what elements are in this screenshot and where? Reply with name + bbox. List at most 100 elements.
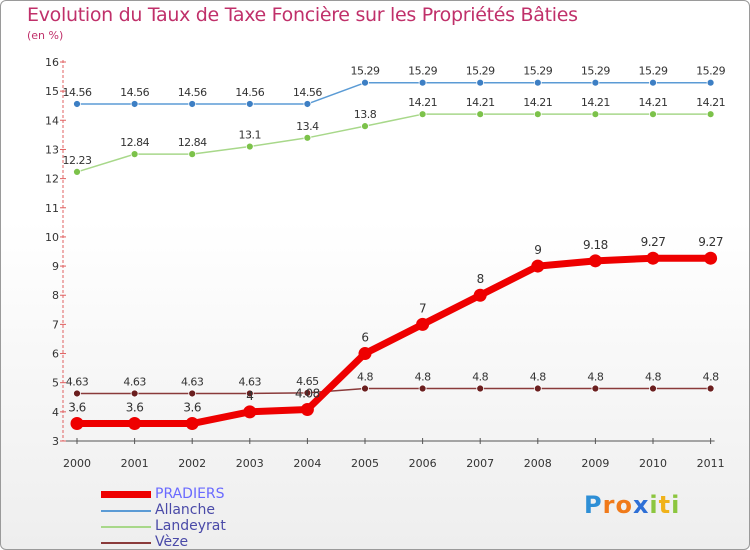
data-label: 15.29 bbox=[639, 65, 668, 78]
data-label: 4.8 bbox=[415, 371, 431, 384]
x-tick-label: 2001 bbox=[121, 457, 149, 470]
data-label: 9.27 bbox=[698, 235, 723, 249]
data-label: 4.8 bbox=[645, 371, 661, 384]
point-vèze bbox=[591, 384, 600, 393]
data-label: 15.29 bbox=[351, 65, 380, 78]
chart-subtitle: (en %) bbox=[27, 29, 64, 42]
point-vèze bbox=[130, 389, 139, 398]
point-pradiers bbox=[704, 251, 718, 265]
point-landeyrat bbox=[591, 110, 600, 119]
legend-label: Allanche bbox=[155, 502, 215, 518]
data-label: 7 bbox=[419, 301, 426, 315]
series-line-pradiers bbox=[77, 254, 711, 428]
legend-item: Landeyrat bbox=[101, 518, 301, 535]
data-label: 15.29 bbox=[581, 65, 610, 78]
point-landeyrat bbox=[130, 150, 139, 159]
data-label: 6 bbox=[361, 331, 368, 345]
series-line-landeyrat bbox=[76, 113, 711, 173]
data-label: 3.6 bbox=[68, 401, 86, 415]
data-label: 4.08 bbox=[295, 387, 320, 401]
legend-swatch bbox=[101, 526, 151, 528]
data-label: 8 bbox=[477, 272, 484, 286]
x-tick-label: 2002 bbox=[178, 457, 206, 470]
data-label: 12.84 bbox=[178, 136, 207, 149]
data-label: 3.6 bbox=[126, 401, 144, 415]
legend-swatch bbox=[101, 542, 151, 544]
y-tick-label: 13 bbox=[45, 143, 59, 156]
point-pradiers bbox=[70, 417, 84, 431]
point-vèze bbox=[476, 384, 485, 393]
series-lines bbox=[70, 78, 718, 431]
legend-item: PRADIERS bbox=[101, 486, 301, 503]
data-label: 14.21 bbox=[523, 96, 552, 109]
series-line-allanche bbox=[77, 81, 711, 105]
point-vèze bbox=[188, 389, 197, 398]
data-label: 4.63 bbox=[66, 375, 89, 388]
logo-letter: P bbox=[584, 491, 603, 519]
data-labels: 14.56 14.56 14.56 14.56 14.56 15.29 15.29 15.29… bbox=[63, 65, 727, 415]
point-pradiers bbox=[531, 259, 545, 273]
y-tick-label: 11 bbox=[45, 202, 59, 215]
legend-label: Vèze bbox=[155, 534, 189, 550]
point-pradiers bbox=[588, 254, 602, 268]
data-label: 14.56 bbox=[235, 86, 264, 99]
point-pradiers bbox=[646, 251, 660, 265]
point-pradiers bbox=[300, 403, 314, 417]
logo-letter: i bbox=[671, 491, 681, 519]
point-vèze bbox=[73, 389, 81, 398]
chart-title: Evolution du Taux de Taxe Foncière sur l… bbox=[27, 4, 578, 26]
logo-letter: r bbox=[602, 491, 616, 519]
point-landeyrat bbox=[245, 142, 254, 151]
point-pradiers bbox=[473, 288, 487, 302]
data-label: 4.8 bbox=[357, 371, 373, 384]
point-allanche bbox=[73, 100, 81, 108]
data-label: 12.23 bbox=[63, 154, 92, 167]
data-label: 15.29 bbox=[408, 65, 437, 78]
data-label: 12.84 bbox=[120, 136, 149, 149]
data-label: 13.4 bbox=[296, 120, 319, 133]
point-landeyrat bbox=[73, 168, 81, 176]
point-pradiers bbox=[128, 417, 142, 431]
point-allanche bbox=[591, 78, 600, 87]
point-allanche bbox=[303, 100, 312, 108]
point-allanche bbox=[418, 78, 427, 87]
x-tick-label: 2005 bbox=[351, 457, 379, 470]
data-label: 13.8 bbox=[354, 108, 377, 121]
x-tick-label: 2010 bbox=[639, 457, 667, 470]
axes: 3 4 5 6 7 8 9 10 11 12 13 14 15 16 2000 2001 2002 2003 200… bbox=[45, 56, 725, 470]
data-label: 4.8 bbox=[530, 371, 546, 384]
data-label: 14.21 bbox=[639, 96, 668, 109]
logo-letter: t bbox=[658, 491, 672, 519]
data-label: 14.21 bbox=[466, 96, 495, 109]
legend-swatch bbox=[101, 510, 151, 512]
data-label: 14.56 bbox=[63, 86, 92, 99]
logo-letter: o bbox=[615, 491, 633, 519]
point-landeyrat bbox=[361, 122, 369, 131]
point-landeyrat bbox=[188, 150, 197, 159]
data-label: 14.56 bbox=[178, 86, 207, 99]
proxiti-logo: Proxiti bbox=[584, 491, 680, 519]
point-allanche bbox=[130, 100, 139, 108]
point-landeyrat bbox=[303, 133, 312, 142]
point-pradiers bbox=[358, 347, 372, 361]
logo-letter: x bbox=[632, 491, 650, 519]
point-pradiers bbox=[416, 317, 430, 331]
data-label: 9.18 bbox=[583, 238, 608, 252]
x-tick-label: 2008 bbox=[524, 457, 552, 470]
point-pradiers bbox=[243, 405, 257, 419]
y-tick-label: 10 bbox=[45, 231, 59, 244]
x-tick-label: 2007 bbox=[466, 457, 494, 470]
legend-label: PRADIERS bbox=[155, 486, 225, 502]
point-vèze bbox=[649, 384, 657, 393]
y-tick-label: 5 bbox=[52, 377, 59, 390]
point-vèze bbox=[706, 384, 715, 393]
point-landeyrat bbox=[706, 110, 715, 119]
data-label: 4.8 bbox=[587, 371, 603, 384]
data-label: 15.29 bbox=[696, 65, 725, 78]
data-label: 14.21 bbox=[696, 96, 725, 109]
point-allanche bbox=[188, 100, 197, 108]
data-label: 4.65 bbox=[296, 375, 319, 388]
data-label: 14.56 bbox=[120, 86, 149, 99]
